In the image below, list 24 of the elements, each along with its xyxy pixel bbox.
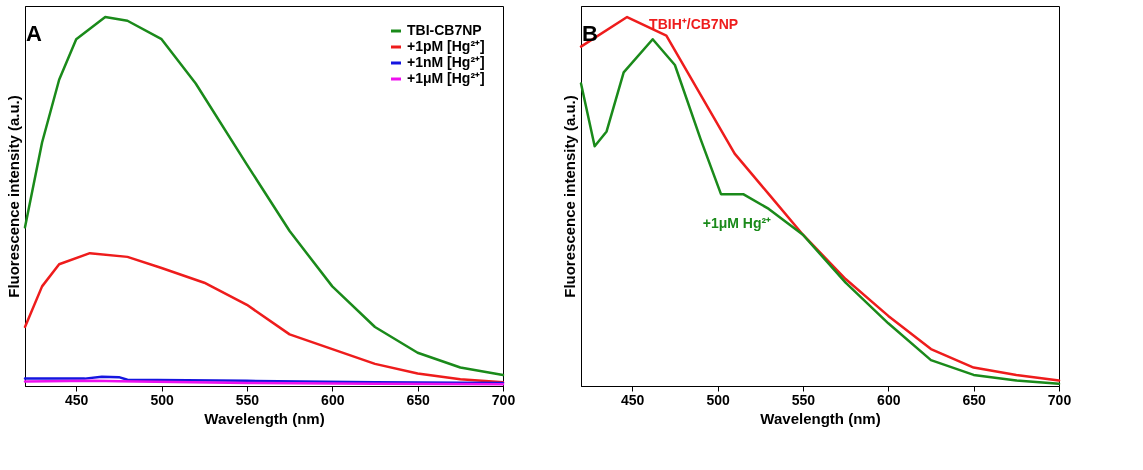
x-tick-label: 450 xyxy=(621,391,645,408)
chart-title: B xyxy=(582,21,598,46)
series-label: +1μM Hg²⁺ xyxy=(702,215,772,232)
x-tick-label: 600 xyxy=(877,391,901,408)
x-tick-label: 550 xyxy=(235,391,260,408)
x-tick-label: 700 xyxy=(1047,391,1072,408)
x-tick-label: 550 xyxy=(791,391,816,408)
x-tick-label: 500 xyxy=(150,391,174,408)
x-tick-label: 700 xyxy=(491,391,516,408)
chart-title: A xyxy=(26,21,42,46)
legend-label: TBI-CB7NP xyxy=(407,22,482,38)
x-axis-title: Wavelength (nm) xyxy=(760,409,881,427)
y-axis-title: Fluorescence intensity (a.u.) xyxy=(560,95,578,298)
x-tick-label: 450 xyxy=(65,391,89,408)
x-tick-label: 650 xyxy=(406,391,431,408)
legend-label: +1μM [Hg²⁺] xyxy=(407,70,485,86)
x-axis-title: Wavelength (nm) xyxy=(204,409,325,427)
x-tick-label: 500 xyxy=(706,391,730,408)
x-tick-label: 600 xyxy=(321,391,345,408)
y-axis-title: Fluorescence intensity (a.u.) xyxy=(4,95,22,298)
legend-label: +1pM [Hg²⁺] xyxy=(407,38,485,54)
series-label: TBIH⁺/CB7NP xyxy=(649,16,739,33)
x-tick-label: 650 xyxy=(962,391,987,408)
legend-label: +1nM [Hg²⁺] xyxy=(407,54,485,70)
